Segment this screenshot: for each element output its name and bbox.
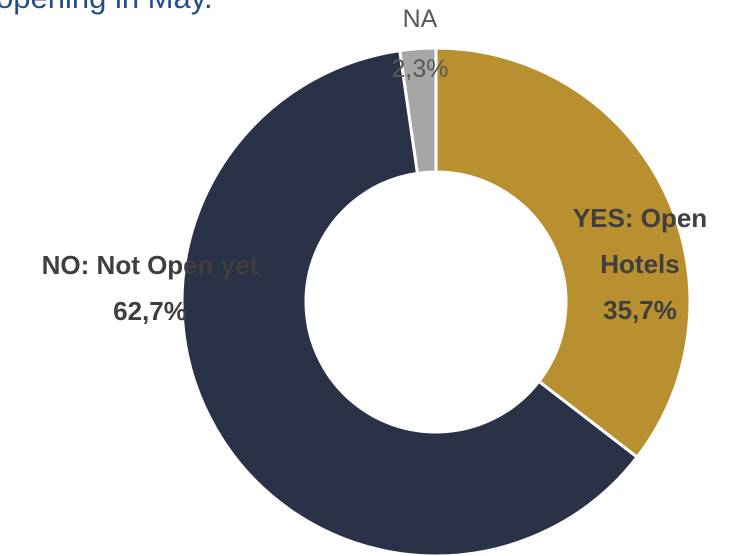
category-label: NO: Not Open yet — [41, 250, 259, 280]
chart-title: opening in May. — [0, 0, 213, 15]
category-label: YES: Open Hotels — [572, 203, 708, 279]
slice-label: NO: Not Open yet 62,7% — [10, 242, 290, 334]
slice-label: NA 2,3% — [370, 0, 470, 94]
value-label: 2,3% — [391, 55, 449, 83]
value-label: 35,7% — [603, 295, 677, 325]
donut-slice — [180, 48, 640, 556]
category-label: NA — [402, 5, 438, 33]
donut-slice — [434, 46, 692, 460]
slice-label: YES: Open Hotels 35,7% — [565, 195, 715, 333]
value-label: 62,7% — [113, 296, 187, 326]
